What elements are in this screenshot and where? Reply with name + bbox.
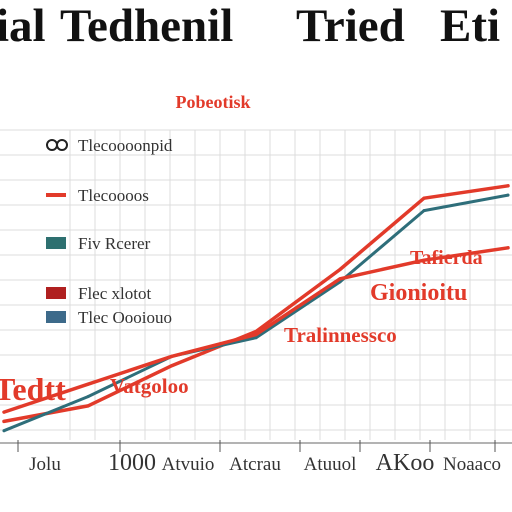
data-point xyxy=(506,246,510,250)
legend-swatch-ring xyxy=(46,139,58,151)
x-tick-label: Atvuio xyxy=(162,454,215,475)
data-point xyxy=(170,354,174,358)
legend-swatch-box xyxy=(46,287,66,299)
x-tick-label: Jolu xyxy=(29,454,61,475)
data-point xyxy=(2,410,6,414)
title-part-1: ial xyxy=(0,0,46,52)
data-point xyxy=(254,333,258,337)
legend-label: Flec xlotot xyxy=(78,284,151,303)
x-tick-label: AKoo xyxy=(376,450,435,476)
annotation-label: Tafierda xyxy=(410,247,483,269)
data-point xyxy=(506,184,510,188)
data-point xyxy=(338,268,342,271)
data-point xyxy=(86,395,90,399)
legend-label: Tlecoooos xyxy=(78,186,149,205)
legend-swatch-box xyxy=(46,311,66,323)
x-tick-label: Noaaco xyxy=(443,454,501,475)
x-tick-label: 1000 xyxy=(108,450,156,476)
annotation-label: Tralinnessco xyxy=(284,323,397,347)
x-tick-label: Atuuol xyxy=(304,454,357,475)
legend-label: Tlecoooonpid xyxy=(78,136,173,155)
legend-swatch-ring xyxy=(56,139,68,151)
legend-label: Fiv Rcerer xyxy=(78,234,151,253)
legend-label: Tlec Oooiouo xyxy=(78,308,172,327)
x-tick-label: Atcrau xyxy=(229,454,281,475)
data-point xyxy=(422,258,426,262)
data-point xyxy=(338,277,342,281)
legend-swatch-box xyxy=(46,237,66,249)
annotation-label: Vatgoloo xyxy=(110,374,189,398)
data-point xyxy=(170,364,174,368)
data-point xyxy=(2,429,6,433)
title-part-3: Tried xyxy=(296,0,405,52)
data-point xyxy=(2,419,6,423)
data-point xyxy=(254,336,258,340)
title-part-4: Eti xyxy=(440,0,501,52)
top-label: Pobeotisk xyxy=(175,92,250,112)
annotation-label: Gionioitu xyxy=(370,280,467,306)
annotation-label: Tedtt xyxy=(0,371,66,407)
data-point xyxy=(422,209,426,213)
data-point xyxy=(506,193,510,197)
title-part-2: Tedhenil xyxy=(60,0,234,52)
chart-title: ial Tedhenil Tried Eti xyxy=(0,0,512,52)
data-point xyxy=(86,404,90,408)
data-point xyxy=(86,382,90,386)
data-point xyxy=(422,196,426,200)
